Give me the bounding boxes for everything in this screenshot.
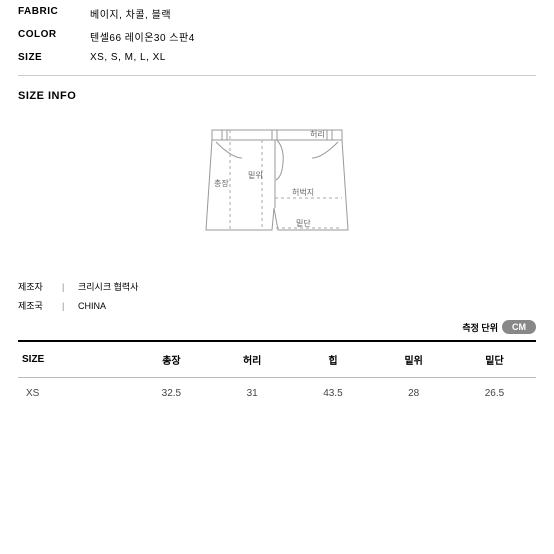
meta-sep-1: | [62,282,78,292]
size-value: XS, S, M, L, XL [90,52,166,63]
size-table-header-row: SIZE 총장 허리 힙 밑위 밑단 [18,341,536,378]
diagram-rise-label: 밑위 [248,170,263,180]
diagram-hem-label: 밑단 [296,218,311,228]
spec-fabric: FABRIC 베이지, 차콜, 블랙 [18,6,536,21]
td-size: XS [18,378,130,400]
td-hip: 43.5 [291,378,374,400]
meta-sep-2: | [62,301,78,311]
size-table: SIZE 총장 허리 힙 밑위 밑단 XS 32.5 31 43.5 28 26… [18,340,536,399]
th-size: SIZE [18,341,130,378]
size-info-title: SIZE INFO [18,90,536,102]
th-rise: 밑위 [374,341,453,378]
fabric-label: FABRIC [18,6,90,21]
td-length: 32.5 [130,378,213,400]
size-diagram: 허리 총장 밑위 허벅지 밑단 [18,120,536,250]
diagram-waist-label: 허리 [310,130,325,139]
maker-value: 크리시크 협력사 [78,280,138,293]
color-value: 텐셀66 레이온30 스판4 [90,29,195,44]
size-label: SIZE [18,52,90,63]
th-hem: 밑단 [453,341,536,378]
unit-badge: CM [502,320,536,334]
td-hem: 26.5 [453,378,536,400]
meta-maker: 제조자 | 크리시크 협력사 [18,280,536,293]
table-row: XS 32.5 31 43.5 28 26.5 [18,378,536,400]
unit-row: 측정 단위 CM [18,320,536,334]
spec-size: SIZE XS, S, M, L, XL [18,52,536,63]
unit-label: 측정 단위 [462,321,498,334]
th-length: 총장 [130,341,213,378]
maker-label: 제조자 [18,280,62,293]
divider [18,75,536,76]
fabric-value: 베이지, 차콜, 블랙 [90,6,171,21]
td-rise: 28 [374,378,453,400]
diagram-thigh-label: 허벅지 [292,187,314,197]
meta-country: 제조국 | CHINA [18,299,536,312]
country-label: 제조국 [18,299,62,312]
spec-color: COLOR 텐셀66 레이온30 스판4 [18,29,536,44]
th-waist: 허리 [213,341,292,378]
th-hip: 힙 [291,341,374,378]
skirt-diagram-svg: 허리 총장 밑위 허벅지 밑단 [192,120,362,250]
country-value: CHINA [78,301,106,311]
color-label: COLOR [18,29,90,44]
td-waist: 31 [213,378,292,400]
diagram-length-label: 총장 [214,178,229,188]
